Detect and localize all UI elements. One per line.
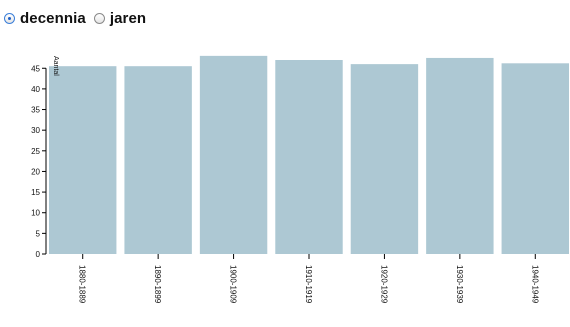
bar-1920-1929 (350, 64, 419, 255)
radio-decennia[interactable] (4, 12, 15, 24)
radio-jaren-label[interactable]: jaren (109, 9, 147, 27)
y-tick-label-40: 40 (31, 85, 40, 94)
x-tick-label-1920-1929: 1920-1929 (379, 265, 388, 304)
x-tick-label-1940-1949: 1940-1949 (530, 265, 539, 304)
y-tick-label-45: 45 (31, 64, 40, 73)
x-tick-label-1910-1919: 1910-1919 (304, 265, 313, 304)
radio-jaren[interactable] (93, 12, 105, 24)
bar-1910-1919 (275, 60, 343, 254)
y-tick-label-5: 5 (36, 229, 41, 238)
radio-decennia-label[interactable]: decennia (20, 9, 86, 27)
x-tick-label-1930-1939: 1930-1939 (455, 265, 464, 304)
y-tick-label-35: 35 (31, 106, 40, 115)
y-tick-label-10: 10 (31, 209, 40, 218)
y-tick-label-15: 15 (31, 188, 40, 197)
bar-1940-1949 (501, 63, 569, 255)
x-tick-label-1890-1899: 1890-1899 (153, 265, 162, 304)
bar-1890-1899 (124, 66, 192, 254)
x-tick-label-1900-1909: 1900-1909 (229, 265, 238, 304)
x-tick-label-1880-1889: 1880-1889 (78, 265, 87, 304)
y-axis-title: Aantal (52, 56, 59, 76)
y-tick-label-20: 20 (31, 167, 40, 176)
bar-1930-1939 (426, 57, 494, 254)
y-tick-label-25: 25 (31, 147, 40, 156)
y-tick-label-0: 0 (36, 250, 41, 259)
granularity-toggle: decennia jaren (4, 7, 154, 29)
bar-1880-1889 (49, 66, 117, 254)
y-tick-label-30: 30 (31, 126, 40, 135)
bar-1900-1909 (199, 55, 268, 254)
